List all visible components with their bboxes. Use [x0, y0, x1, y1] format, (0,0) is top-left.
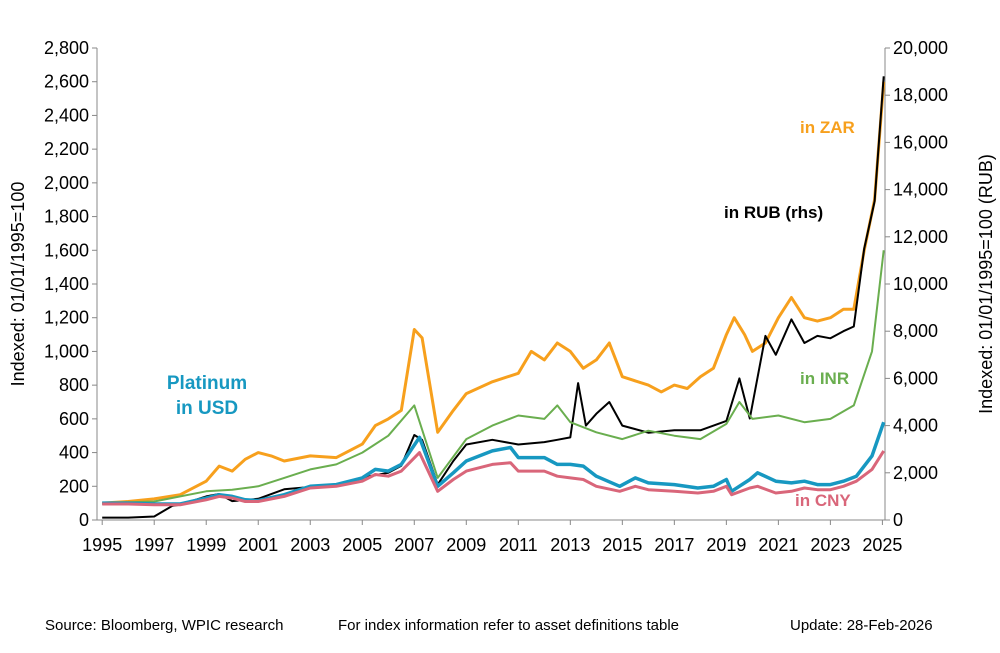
x-tick-label: 2023 — [810, 535, 850, 555]
x-tick-label: 1995 — [82, 535, 122, 555]
y-tick-label-right: 10,000 — [893, 274, 948, 294]
y-tick-label-right: 2,000 — [893, 463, 938, 483]
x-tick-label: 2003 — [290, 535, 330, 555]
label-cny: in CNY — [795, 491, 851, 510]
y-tick-label-left: 600 — [59, 409, 89, 429]
y-tick-label-left: 1,800 — [44, 207, 89, 227]
y-tick-label-left: 400 — [59, 443, 89, 463]
label-usd-1: Platinum — [167, 373, 247, 394]
update-date: Update: 28-Feb-2026 — [790, 617, 933, 634]
ylabel-left: Indexed: 01/01/1995=100 — [8, 182, 28, 387]
y-tick-label-left: 200 — [59, 476, 89, 496]
series-line-in-cny — [102, 450, 885, 507]
source-note: Source: Bloomberg, WPIC research — [45, 617, 284, 634]
x-tick-label: 2019 — [706, 535, 746, 555]
ylabel-right: Indexed: 01/01/1995=100 (RUB) — [976, 154, 996, 414]
y-tick-label-right: 18,000 — [893, 85, 948, 105]
x-tick-label: 2005 — [342, 535, 382, 555]
y-tick-label-right: 0 — [893, 510, 903, 530]
y-tick-label-left: 1,400 — [44, 274, 89, 294]
y-tick-label-right: 12,000 — [893, 227, 948, 247]
y-tick-label-left: 1,000 — [44, 341, 89, 361]
index-note: For index information refer to asset def… — [338, 617, 680, 634]
y-tick-label-right: 4,000 — [893, 416, 938, 436]
y-tick-label-left: 2,800 — [44, 38, 89, 58]
x-tick-label: 2017 — [654, 535, 694, 555]
x-tick-label: 2021 — [758, 535, 798, 555]
x-tick-label: 2001 — [238, 535, 278, 555]
y-tick-label-right: 8,000 — [893, 321, 938, 341]
x-tick-label: 2011 — [499, 535, 538, 555]
y-tick-label-left: 800 — [59, 375, 89, 395]
y-tick-label-left: 1,600 — [44, 240, 89, 260]
label-zar: in ZAR — [800, 118, 855, 137]
label-rub: in RUB (rhs) — [724, 203, 823, 222]
x-tick-label: 2007 — [394, 535, 434, 555]
label-inr: in INR — [800, 369, 849, 388]
x-tick-label: 2015 — [602, 535, 642, 555]
y-tick-label-left: 2,000 — [44, 173, 89, 193]
label-usd-2: in USD — [176, 398, 238, 419]
x-tick-label: 2025 — [862, 535, 902, 555]
y-tick-label-right: 16,000 — [893, 132, 948, 152]
y-tick-label-left: 2,600 — [44, 72, 89, 92]
x-tick-label: 1999 — [186, 535, 226, 555]
y-tick-label-right: 6,000 — [893, 368, 938, 388]
series-line-in-zar — [102, 81, 886, 505]
y-tick-label-right: 20,000 — [893, 38, 948, 58]
y-tick-label-left: 2,400 — [44, 105, 89, 125]
y-tick-label-left: 1,200 — [44, 308, 89, 328]
x-tick-label: 2013 — [550, 535, 590, 555]
series-line-in-inr — [102, 250, 885, 505]
y-tick-label-right: 14,000 — [893, 180, 948, 200]
x-tick-label: 1997 — [134, 535, 174, 555]
y-tick-label-left: 2,200 — [44, 139, 89, 159]
y-tick-label-left: 0 — [79, 510, 89, 530]
x-tick-label: 2009 — [446, 535, 486, 555]
